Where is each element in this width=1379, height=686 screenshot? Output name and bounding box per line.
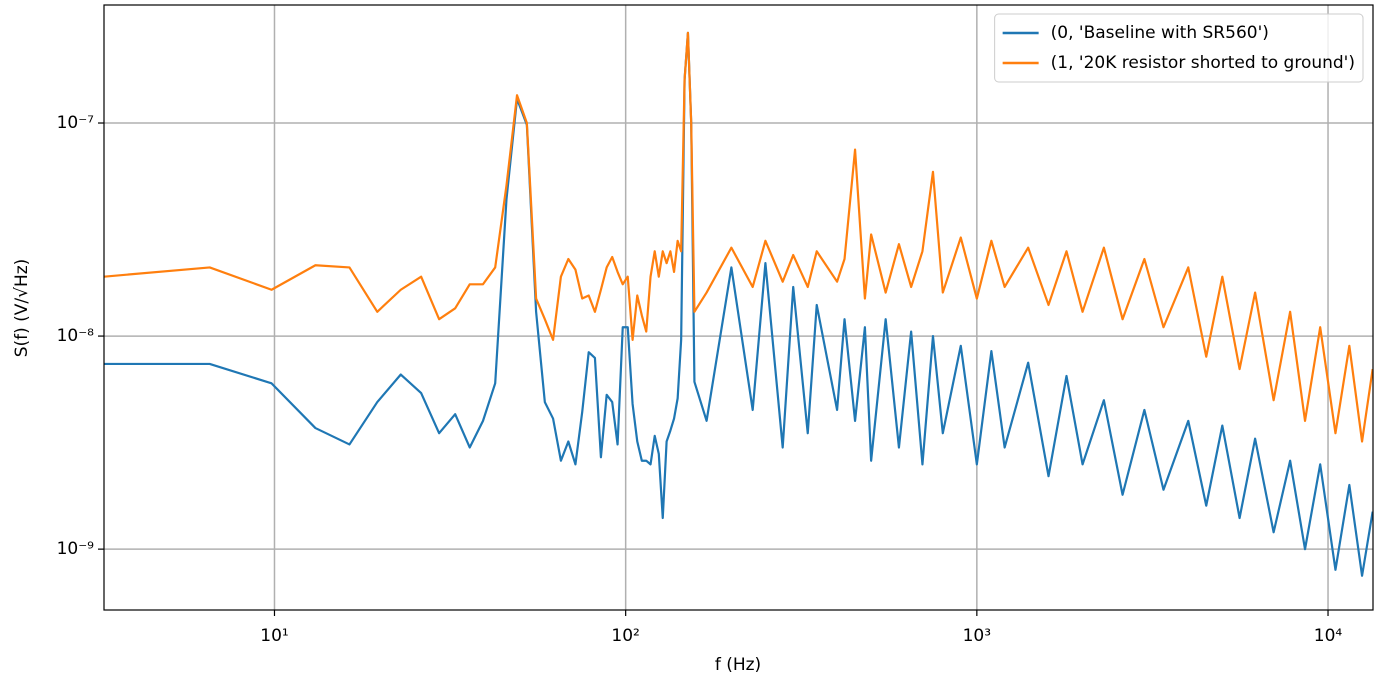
x-axis-label: f (Hz): [715, 655, 761, 675]
y-tick-label: 10⁻⁸: [57, 326, 95, 346]
x-tick-label: 10³: [963, 626, 991, 646]
legend: (0, 'Baseline with SR560') (1, '20K resis…: [994, 13, 1364, 83]
plot-lines: [104, 31, 1373, 577]
x-tick-label: 10⁴: [1314, 626, 1343, 646]
series-line: [104, 31, 1373, 443]
x-tick-label: 10²: [611, 626, 639, 646]
series-line: [104, 31, 1373, 577]
y-axis-label: S(f) (V/√Hz): [12, 259, 32, 358]
y-tick-label: 10⁻⁷: [57, 113, 95, 133]
y-tick-label: 10⁻⁹: [57, 539, 95, 559]
ticks: 10¹ 10² 10³ 10⁴ 10⁻⁹ 10⁻⁸ 10⁻⁷: [57, 113, 1343, 646]
legend-box: [994, 13, 1364, 83]
legend-label: (0, 'Baseline with SR560'): [1051, 23, 1269, 43]
grid: [104, 5, 1373, 610]
legend-label: (1, '20K resistor shorted to ground'): [1051, 53, 1355, 73]
x-tick-label: 10¹: [260, 626, 288, 646]
plot-frame: [103, 4, 1374, 611]
